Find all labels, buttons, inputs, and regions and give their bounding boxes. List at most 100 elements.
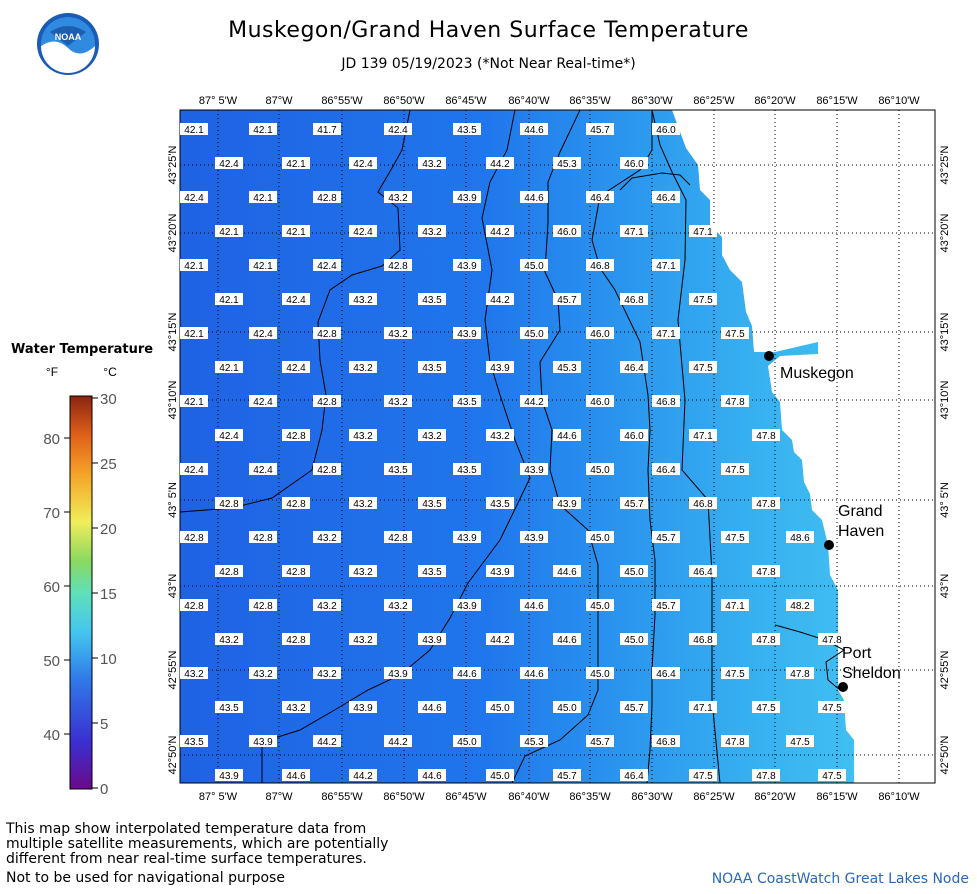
temperature-label-bg bbox=[349, 633, 377, 645]
temperature-value: 45.7 bbox=[557, 295, 577, 306]
temperature-value: 43.5 bbox=[219, 703, 239, 714]
temperature-value: 43.5 bbox=[422, 363, 442, 374]
temperature-value: 43.9 bbox=[457, 533, 477, 544]
temperature-label-bg bbox=[586, 191, 614, 203]
temperature-value: 43.5 bbox=[422, 295, 442, 306]
temperature-label-bg bbox=[215, 293, 243, 305]
temperature-label-bg bbox=[418, 361, 446, 373]
temperature-value: 44.6 bbox=[557, 635, 577, 646]
temperature-value: 46.8 bbox=[590, 261, 610, 272]
longitude-label-top: 86°55'W bbox=[321, 95, 363, 107]
temperature-value: 44.2 bbox=[388, 737, 408, 748]
temperature-value: 42.8 bbox=[286, 431, 306, 442]
temperature-label-bg bbox=[786, 735, 814, 747]
longitude-label-top: 86°20'W bbox=[754, 95, 796, 107]
temperature-label-bg bbox=[652, 463, 680, 475]
temperature-label-bg bbox=[313, 191, 341, 203]
longitude-label-top: 86°50'W bbox=[383, 95, 425, 107]
temperature-label-bg bbox=[180, 191, 208, 203]
temperature-value: 46.4 bbox=[693, 567, 713, 578]
temperature-label-bg bbox=[553, 701, 581, 713]
temperature-value: 45.3 bbox=[557, 159, 577, 170]
temperature-value: 43.2 bbox=[219, 635, 239, 646]
temperature-label-bg bbox=[652, 395, 680, 407]
temperature-value: 45.7 bbox=[624, 499, 644, 510]
temperature-value: 47.8 bbox=[756, 635, 776, 646]
temperature-value: 44.6 bbox=[524, 193, 544, 204]
temperature-value: 45.0 bbox=[590, 533, 610, 544]
temperature-label-bg bbox=[249, 395, 277, 407]
temperature-value: 45.0 bbox=[590, 465, 610, 476]
temperature-value: 46.4 bbox=[656, 465, 676, 476]
temperature-label-bg bbox=[652, 735, 680, 747]
latitude-label-left: 43°25'N bbox=[167, 145, 179, 184]
temperature-label-bg bbox=[721, 327, 749, 339]
temperature-label-bg bbox=[486, 565, 514, 577]
temperature-value: 43.2 bbox=[317, 601, 337, 612]
temperature-label-bg bbox=[486, 701, 514, 713]
temperature-value: 43.2 bbox=[353, 431, 373, 442]
temperature-value: 46.0 bbox=[590, 329, 610, 340]
temperature-value: 44.6 bbox=[557, 431, 577, 442]
temperature-label-bg bbox=[520, 395, 548, 407]
temperature-value: 43.9 bbox=[219, 771, 239, 782]
city-marker bbox=[824, 540, 834, 550]
temperature-label-bg bbox=[752, 633, 780, 645]
temperature-value: 42.4 bbox=[317, 261, 337, 272]
temperature-value: 46.0 bbox=[624, 159, 644, 170]
temperature-label-bg bbox=[418, 497, 446, 509]
latitude-label-right: 43°20'N bbox=[939, 213, 951, 252]
temperature-label-bg bbox=[586, 735, 614, 747]
temperature-value: 42.1 bbox=[219, 295, 239, 306]
temperature-label-bg bbox=[418, 633, 446, 645]
temperature-value: 47.5 bbox=[725, 465, 745, 476]
temperature-value: 42.4 bbox=[184, 193, 204, 204]
temperature-value: 43.2 bbox=[422, 159, 442, 170]
temperature-label-bg bbox=[486, 769, 514, 781]
temperature-label-bg bbox=[620, 565, 648, 577]
temperature-value: 42.1 bbox=[253, 193, 273, 204]
temperature-label-bg bbox=[349, 565, 377, 577]
temperature-value: 43.9 bbox=[353, 703, 373, 714]
temperature-label-bg bbox=[586, 531, 614, 543]
temperature-label-bg bbox=[249, 531, 277, 543]
temperature-label-bg bbox=[418, 769, 446, 781]
temperature-value: 43.9 bbox=[422, 635, 442, 646]
temperature-label-bg bbox=[553, 565, 581, 577]
temperature-label-bg bbox=[180, 531, 208, 543]
temperature-value: 47.1 bbox=[693, 703, 713, 714]
temperature-label-bg bbox=[249, 599, 277, 611]
map-subtitle: JD 139 05/19/2023 (*Not Near Real-time*) bbox=[341, 56, 636, 72]
temperature-label-bg bbox=[418, 701, 446, 713]
longitude-label-bottom: 86°40'W bbox=[508, 791, 550, 803]
temperature-value: 47.1 bbox=[725, 601, 745, 612]
temperature-value: 43.2 bbox=[353, 567, 373, 578]
temperature-label-bg bbox=[652, 531, 680, 543]
temperature-label-bg bbox=[689, 769, 717, 781]
temperature-label-bg bbox=[520, 259, 548, 271]
temperature-label-bg bbox=[215, 633, 243, 645]
noaa-logo: NOAA bbox=[36, 12, 100, 80]
temperature-value: 42.1 bbox=[219, 363, 239, 374]
city-label: Muskegon bbox=[780, 365, 854, 382]
longitude-label-top: 86°35'W bbox=[569, 95, 611, 107]
temperature-value: 45.7 bbox=[656, 601, 676, 612]
temperature-label-bg bbox=[180, 599, 208, 611]
temperature-label-bg bbox=[215, 497, 243, 509]
temperature-value: 44.2 bbox=[353, 771, 373, 782]
temperature-value: 43.2 bbox=[353, 499, 373, 510]
temperature-label-bg bbox=[384, 667, 412, 679]
temperature-label-bg bbox=[620, 361, 648, 373]
temperature-label-bg bbox=[553, 225, 581, 237]
temperature-label-bg bbox=[313, 259, 341, 271]
temperature-label-bg bbox=[620, 701, 648, 713]
temperature-value: 43.9 bbox=[253, 737, 273, 748]
temperature-label-bg bbox=[180, 327, 208, 339]
temperature-contour bbox=[619, 172, 691, 191]
temperature-label-bg bbox=[215, 769, 243, 781]
temperature-value: 46.4 bbox=[590, 193, 610, 204]
temperature-contour bbox=[179, 109, 411, 513]
temperature-value: 47.5 bbox=[693, 363, 713, 374]
temperature-label-bg bbox=[721, 735, 749, 747]
